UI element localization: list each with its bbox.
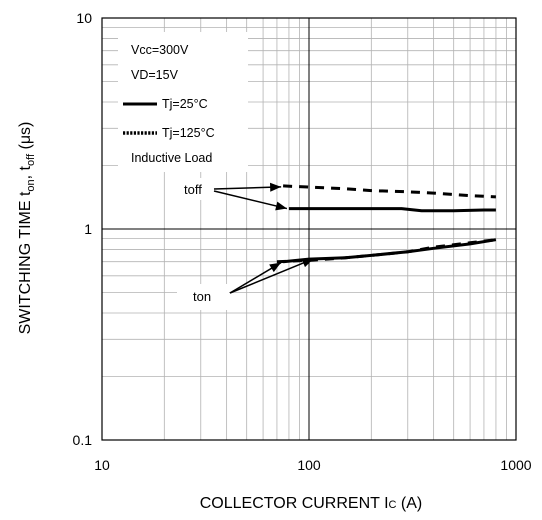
x-tick-label: 100 (297, 457, 321, 473)
plot-frame (101, 17, 517, 441)
legend-box (118, 32, 248, 172)
x-tick-label: 10 (94, 457, 110, 473)
y-axis-title: SWITCHING TIME ton, toff (μs) (17, 122, 37, 335)
y-tick-label: 0.1 (73, 432, 93, 448)
ton-arrow-right-head (301, 258, 314, 268)
toff-arrow-lower-shaft (213, 190, 288, 210)
x-tick-label: 1000 (500, 457, 531, 473)
ton-arrow-right-shaft (229, 258, 314, 294)
x-axis-title: COLLECTOR CURRENT IC (A) (200, 495, 423, 512)
load-note: Inductive Load (131, 151, 212, 165)
toff-label-bg (180, 178, 216, 200)
legend-label-125c: Tj=125°C (162, 126, 215, 140)
condition-vd: VD=15V (131, 68, 179, 82)
series-layer (276, 184, 497, 264)
series-ton-solid (282, 238, 497, 264)
major-grid (102, 18, 516, 440)
y-tick-label: 10 (76, 10, 92, 26)
toff-label: toff (184, 182, 202, 197)
condition-vcc: Vcc=300V (131, 43, 189, 57)
series-toff-solid (288, 207, 496, 213)
ton-label-bg (177, 284, 229, 310)
toff-arrow-lower-head (275, 201, 287, 211)
callout-arrows (213, 182, 314, 294)
series-toff-dashed (283, 184, 496, 199)
toff-arrow-upper-head (270, 182, 282, 192)
series-ton-dashed (276, 238, 497, 264)
y-tick-label: 1 (84, 221, 92, 237)
toff-arrow-upper-shaft (213, 186, 282, 190)
legend-label-25c: Tj=25°C (162, 97, 208, 111)
ton-arrow-left-head (269, 262, 281, 273)
ton-label: ton (193, 289, 211, 304)
